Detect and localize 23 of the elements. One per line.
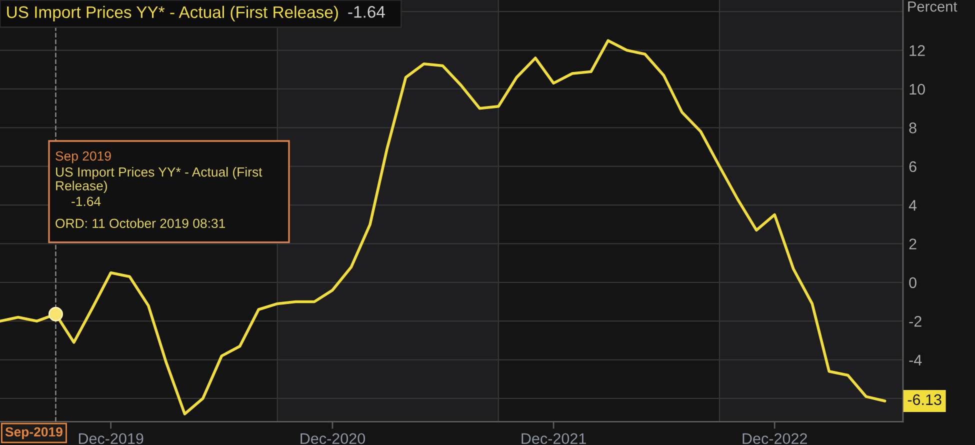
annotation: Sep 2019 <box>56 151 111 164</box>
x-tick-label: Dec-2019 <box>78 433 144 444</box>
x-tick-label: Dec-2022 <box>742 433 807 444</box>
y-tick-label: 10 <box>910 84 925 95</box>
annotation: US Import Prices YY* - Actual (First Release) <box>56 167 262 194</box>
x-tick-label: Dec-2021 <box>522 433 586 444</box>
y-tick-label: 4 <box>908 200 917 211</box>
annotation: -1.64 <box>72 196 101 206</box>
y-tick-label: 6 <box>909 161 916 172</box>
annotation: ORD: 11 October 2019 08:31 <box>56 218 226 228</box>
y-tick-label: 8 <box>909 122 916 134</box>
y-tick-label: -2 <box>909 316 922 327</box>
data-label: -6.13 <box>908 394 942 406</box>
annotation: -1.64 <box>348 6 385 18</box>
x-tick-label: Dec-2020 <box>300 433 366 444</box>
line-series <box>0 39 886 416</box>
text: Sep-2019 <box>5 427 62 440</box>
y-tick-label: 0 <box>909 277 916 288</box>
y-tick-label: 2 <box>909 238 916 250</box>
text: US Import Prices YY* - Actual (First Release) <box>7 6 338 22</box>
y-tick-label: 12 <box>910 45 925 56</box>
y-axis-title: Percent <box>908 2 958 12</box>
y-tick-label: -4 <box>909 354 922 366</box>
